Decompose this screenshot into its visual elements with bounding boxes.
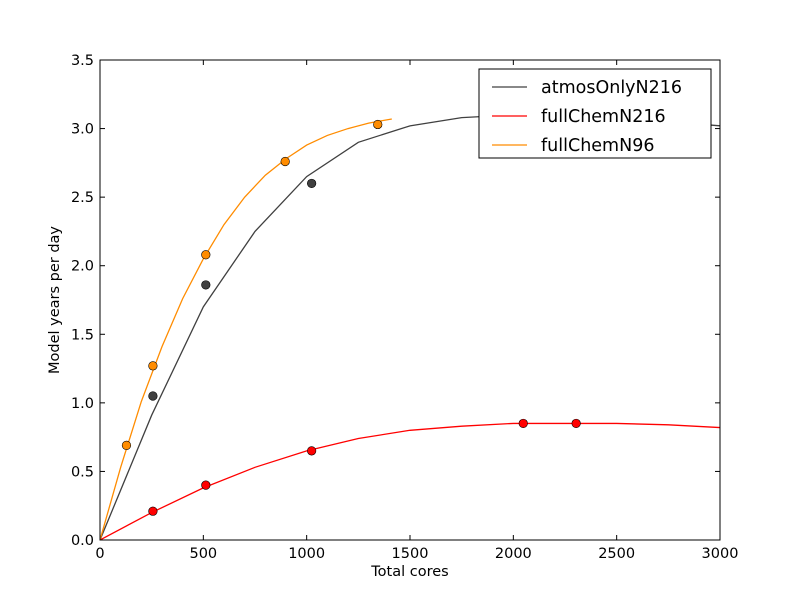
y-tick-label: 2.0 (71, 259, 94, 275)
data-point-atmosOnlyN216 (307, 178, 317, 189)
legend-label: fullChemN216 (541, 107, 666, 127)
x-tick-label: 1000 (288, 546, 325, 562)
y-tick-label: 1.5 (71, 327, 94, 343)
data-point-fullChemN216 (518, 418, 528, 429)
data-point-fullChemN216 (571, 418, 581, 429)
x-tick-label: 3000 (702, 546, 739, 562)
data-point-fullChemN96 (148, 361, 158, 371)
y-tick-label: 0.5 (71, 464, 94, 480)
x-tick-label: 0 (95, 546, 104, 562)
x-axis-label: Total cores (370, 564, 448, 580)
legend: atmosOnlyN216 fullChemN216 fullChemN96 (478, 68, 712, 159)
y-tick-label: 3.5 (71, 53, 94, 69)
y-tick-label: 2.5 (71, 190, 94, 206)
legend-label: atmosOnlyN216 (541, 78, 682, 98)
x-tick-label: 2000 (495, 546, 532, 562)
data-point-fullChemN216 (148, 506, 158, 516)
data-point-fullChemN96 (121, 440, 132, 450)
x-tick-label: 1500 (392, 546, 429, 562)
data-point-fullChemN96 (280, 156, 290, 167)
legend-label: fullChemN96 (541, 136, 654, 156)
data-point-fullChemN216 (307, 446, 317, 456)
y-tick-label: 1.0 (71, 396, 94, 412)
data-point-fullChemN216 (201, 480, 211, 490)
x-tick-label: 500 (189, 546, 217, 562)
y-tick-label: 0.0 (71, 533, 94, 549)
y-axis-label: Model years per day (47, 226, 63, 374)
data-point-fullChemN96 (373, 119, 383, 130)
y-tick-label: 3.0 (71, 122, 94, 138)
axes-frame (99, 59, 721, 541)
axes-ticks: 0 500 1000 1500 2000 2500 3000 0.0 0.5 1.0 1.5 2.0 2… (71, 53, 739, 562)
data-point-atmosOnlyN216 (201, 280, 211, 290)
data-point-fullChemN96 (201, 250, 211, 260)
legend-box (478, 68, 712, 159)
x-tick-label: 2500 (598, 546, 635, 562)
data-point-atmosOnlyN216 (148, 391, 158, 401)
series-line-fullChemN96 (100, 118, 392, 540)
